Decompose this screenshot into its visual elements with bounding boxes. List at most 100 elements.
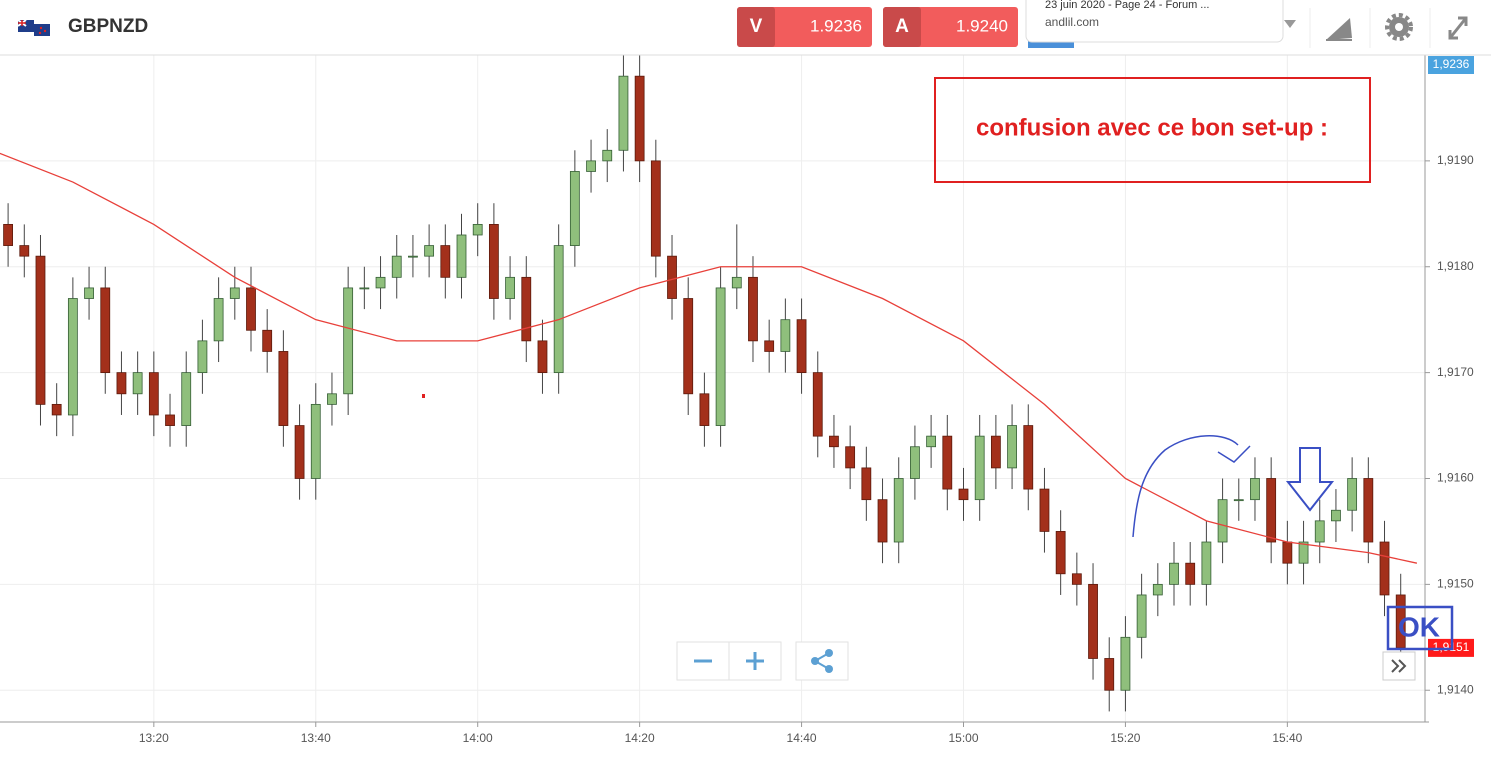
- candle-body: [748, 276, 758, 342]
- popup-card[interactable]: 23 juin 2020 - Page 24 - Forum ... andli…: [1025, 0, 1284, 43]
- candle-body: [327, 393, 337, 405]
- ok-text: OK: [1398, 611, 1440, 642]
- candle-body: [812, 372, 823, 437]
- candle-body: [618, 75, 629, 151]
- candle-body: [877, 499, 888, 543]
- candle-body: [602, 149, 613, 162]
- candle-body: [634, 75, 645, 162]
- candle-body: [67, 298, 78, 416]
- candle-body: [1185, 562, 1196, 585]
- buy-price: 1.9240: [956, 16, 1008, 35]
- candle-body: [667, 255, 677, 299]
- candle-body: [359, 287, 370, 290]
- candle-body: [942, 435, 953, 490]
- candle-body: [537, 340, 548, 374]
- sell-button[interactable]: V 1.9236: [737, 7, 872, 47]
- popup-source: andlil.com: [1045, 15, 1099, 29]
- series-group: [0, 55, 1418, 712]
- candle-body: [246, 287, 256, 331]
- candle-body: [213, 298, 224, 342]
- candle-body: [262, 329, 273, 352]
- candle-body: [440, 245, 451, 278]
- annotation-box: [934, 77, 1371, 183]
- candle-body: [715, 287, 726, 426]
- expand-icon[interactable]: [1448, 16, 1468, 40]
- draw-icon[interactable]: [1326, 18, 1352, 41]
- settings-icon[interactable]: [1385, 13, 1413, 41]
- candle-body: [488, 223, 499, 299]
- candle-body: [683, 298, 694, 395]
- candle-body: [926, 435, 937, 448]
- dropdown-icon[interactable]: [1284, 20, 1296, 28]
- share-button[interactable]: [795, 641, 849, 681]
- candle-body: [343, 287, 354, 395]
- candle-body: [1120, 636, 1131, 691]
- candle-body: [229, 287, 240, 299]
- candle-body: [958, 488, 969, 501]
- x-tick-label: 15:40: [1272, 731, 1302, 745]
- candle-body: [974, 435, 985, 501]
- candle-body: [1266, 478, 1277, 543]
- candle-body: [553, 245, 564, 374]
- x-tick-label: 13:40: [301, 731, 331, 745]
- buy-label: A: [895, 16, 909, 37]
- ok-box: [1386, 605, 1454, 651]
- top-price-tag: [1428, 56, 1474, 74]
- candle-body: [1136, 594, 1147, 638]
- sell-label: V: [750, 16, 763, 37]
- zoom-out-button[interactable]: [676, 641, 730, 681]
- candle-body: [1250, 478, 1260, 501]
- candle-body: [35, 255, 46, 405]
- candle-body: [181, 372, 192, 426]
- candle-body: [731, 276, 742, 289]
- candle-body: [3, 223, 13, 246]
- candle-body: [1233, 499, 1244, 502]
- candle-body: [294, 425, 305, 479]
- candle-body: [19, 245, 30, 257]
- handwritten-curve: [1132, 435, 1239, 538]
- x-tick-label: 15:00: [948, 731, 978, 745]
- y-tick-label: 1,9150: [1437, 577, 1474, 591]
- y-tick-label: 1,9170: [1437, 365, 1474, 379]
- candle-body: [84, 287, 94, 299]
- x-tick-label: 14:40: [787, 731, 817, 745]
- plot-area: 1,9140 1,9150 1,9160 1,9170 1,9180 1,9190 13:2…: [0, 55, 1474, 745]
- candle-body: [764, 340, 775, 352]
- candle-body: [910, 446, 920, 479]
- candle-body: [1055, 531, 1066, 575]
- dot: [422, 394, 425, 398]
- zoom-in-button[interactable]: [728, 641, 782, 681]
- candle-body: [829, 435, 839, 448]
- candle-body: [1104, 658, 1115, 691]
- candle-body: [391, 255, 402, 278]
- candle-body: [1282, 541, 1293, 564]
- candle-body: [586, 160, 596, 172]
- candle-body: [472, 223, 483, 236]
- y-tick-label: 1,9180: [1437, 259, 1474, 273]
- buy-button[interactable]: A 1.9240: [883, 7, 1018, 47]
- candle-body: [1071, 573, 1082, 585]
- plot-background: [0, 55, 1425, 722]
- candle-body: [699, 393, 710, 426]
- popup-title: 23 juin 2020 - Page 24 - Forum ...: [1045, 0, 1209, 11]
- candle-body: [148, 372, 159, 416]
- candle-body: [1039, 488, 1050, 532]
- scroll-end-button[interactable]: [1382, 651, 1416, 681]
- candle-body: [165, 414, 175, 426]
- candle-body: [569, 171, 580, 246]
- candle-body: [1201, 541, 1212, 585]
- candle-body: [650, 160, 661, 257]
- candle-body: [197, 340, 208, 374]
- candle-body: [51, 403, 62, 416]
- sell-price: 1.9236: [810, 16, 862, 35]
- candle-body: [1169, 562, 1179, 585]
- annotation-text: confusion avec ce bon set-up :: [976, 114, 1328, 141]
- candle-body: [1298, 541, 1309, 564]
- candle-body: [1347, 478, 1358, 511]
- candle-body: [780, 319, 791, 352]
- candle-body: [505, 276, 515, 299]
- candle-body: [278, 351, 289, 426]
- candle-body: [1363, 478, 1374, 543]
- candle-body: [100, 287, 111, 374]
